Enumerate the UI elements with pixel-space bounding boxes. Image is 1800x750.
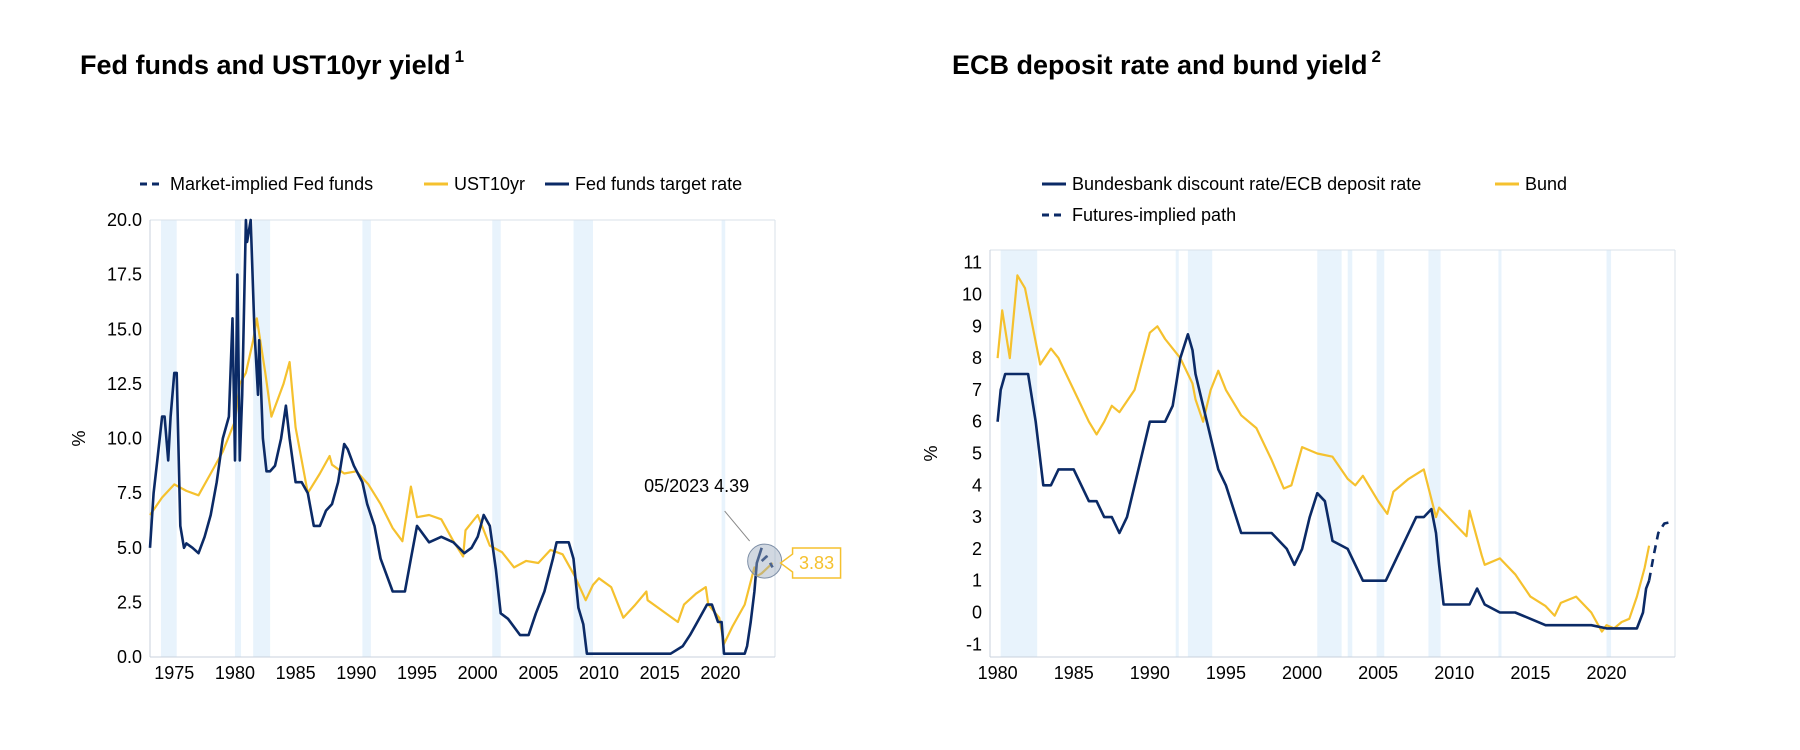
right-x-tick-label: 2015 — [1510, 663, 1550, 683]
right-x-tick-label: 1985 — [1054, 663, 1094, 683]
right-series-bundesbank-discount-rate-ecb-deposit-rate — [996, 333, 1651, 630]
right-x-tick-label: 2000 — [1282, 663, 1322, 683]
right-recession-band — [1000, 250, 1038, 657]
left-annotation-text: 05/2023 4.39 — [644, 476, 749, 496]
left-annotation-leader — [724, 510, 751, 542]
right-legend-bund-label: Bund — [1525, 174, 1567, 194]
left-recession-band — [362, 220, 371, 657]
right-recession-band — [1347, 250, 1353, 657]
right-y-tick-label: 0 — [972, 602, 982, 622]
left-y-tick-label: 5.0 — [117, 538, 142, 558]
left-last-value-box — [779, 547, 842, 579]
right-y-tick-label: 3 — [972, 507, 982, 527]
right-x-tick-label: 2010 — [1434, 663, 1474, 683]
left-x-tick-label: 1975 — [154, 663, 194, 683]
right-y-tick-label: 2 — [972, 539, 982, 559]
left-chart-title-text: Fed funds and UST10yr yield — [80, 50, 451, 80]
left-series-fed-funds-target-rate — [148, 218, 763, 655]
left-chart-svg: 0.0 2.5 5.0 7.5 10.0 12.5 15.0 17.5 20.0 1975 1980… — [69, 174, 842, 683]
right-x-tick-label: 1990 — [1130, 663, 1170, 683]
left-y-tick-label: 12.5 — [107, 374, 142, 394]
left-chart-panel: Fed funds and UST10yr yield 1 0.0 2.5 5.0 7.… — [69, 47, 842, 683]
right-x-tick-label: 2020 — [1586, 663, 1626, 683]
right-recession-band — [1498, 250, 1502, 657]
left-recession-band — [573, 220, 593, 657]
left-legend-fed-funds-label: Fed funds target rate — [575, 174, 742, 194]
left-x-tick-label: 1985 — [276, 663, 316, 683]
left-x-tick-label: 1980 — [215, 663, 255, 683]
left-chart-title: Fed funds and UST10yr yield 1 — [80, 47, 465, 81]
right-y-tick-label: 5 — [972, 444, 982, 464]
left-x-tick-label: 2005 — [518, 663, 558, 683]
left-chart-footnote: 1 — [454, 47, 465, 66]
left-y-tick-label: 20.0 — [107, 210, 142, 230]
right-recession-band — [1606, 250, 1612, 657]
left-recession-band — [234, 220, 242, 657]
left-x-tick-label: 2000 — [458, 663, 498, 683]
left-x-tick-label: 2020 — [700, 663, 740, 683]
left-series-market-implied-fed-funds — [760, 555, 774, 569]
right-chart-title-text: ECB deposit rate and bund yield — [952, 50, 1368, 80]
right-legend-futures-path-label: Futures-implied path — [1072, 205, 1236, 225]
left-y-tick-label: 0.0 — [117, 647, 142, 667]
right-chart-title: ECB deposit rate and bund yield 2 — [952, 47, 1382, 81]
left-x-tick-label: 1990 — [336, 663, 376, 683]
left-y-tick-label: 7.5 — [117, 483, 142, 503]
right-y-tick-label: 9 — [972, 316, 982, 336]
left-recession-band — [721, 220, 726, 657]
right-y-tick-label: -1 — [966, 634, 982, 654]
right-chart-panel: ECB deposit rate and bund yield 2 -1 0 1 2 3 4… — [900, 0, 1800, 750]
right-y-tick-label: 4 — [972, 475, 982, 495]
left-annotation-circle — [747, 543, 783, 579]
right-y-tick-label: 11 — [963, 253, 982, 273]
right-x-tick-label: 1995 — [1206, 663, 1246, 683]
left-y-axis-label: % — [69, 430, 89, 446]
right-y-tick-label: 6 — [972, 412, 982, 432]
right-chart-footnote: 2 — [1371, 47, 1382, 66]
left-last-value-label: 3.83 — [799, 553, 834, 573]
left-series-ust10yr — [149, 317, 774, 645]
left-y-tick-label: 15.0 — [107, 319, 142, 339]
right-series-futures-implied-path — [1647, 520, 1673, 581]
left-legend-ust10yr-label: UST10yr — [454, 174, 525, 194]
left-y-tick-label: 10.0 — [107, 429, 142, 449]
left-x-tick-label: 1995 — [397, 663, 437, 683]
right-y-tick-label: 10 — [962, 285, 982, 305]
right-y-axis-label: % — [921, 445, 941, 461]
right-y-tick-label: 7 — [972, 380, 982, 400]
right-x-tick-label: 1980 — [978, 663, 1018, 683]
left-recession-band — [492, 220, 501, 657]
right-chart-svg: -1 0 1 2 3 4 5 6 7 8 9 10 11 1980 1985 1990 1995 2000 2005… — [921, 174, 1676, 683]
left-y-tick-label: 2.5 — [117, 592, 142, 612]
right-x-tick-label: 2005 — [1358, 663, 1398, 683]
right-recession-band — [1376, 250, 1385, 657]
right-recession-band — [1175, 250, 1179, 657]
right-legend-ecb-rate-label: Bundesbank discount rate/ECB deposit rat… — [1072, 174, 1421, 194]
right-recession-band — [1428, 250, 1441, 657]
right-y-tick-label: 1 — [972, 571, 982, 591]
right-series-bund — [996, 274, 1651, 633]
right-y-tick-label: 8 — [972, 348, 982, 368]
right-recession-band — [1187, 250, 1213, 657]
left-x-tick-label: 2015 — [640, 663, 680, 683]
left-x-tick-label: 2010 — [579, 663, 619, 683]
left-legend-market-implied-label: Market-implied Fed funds — [170, 174, 373, 194]
left-y-tick-label: 17.5 — [107, 265, 142, 285]
